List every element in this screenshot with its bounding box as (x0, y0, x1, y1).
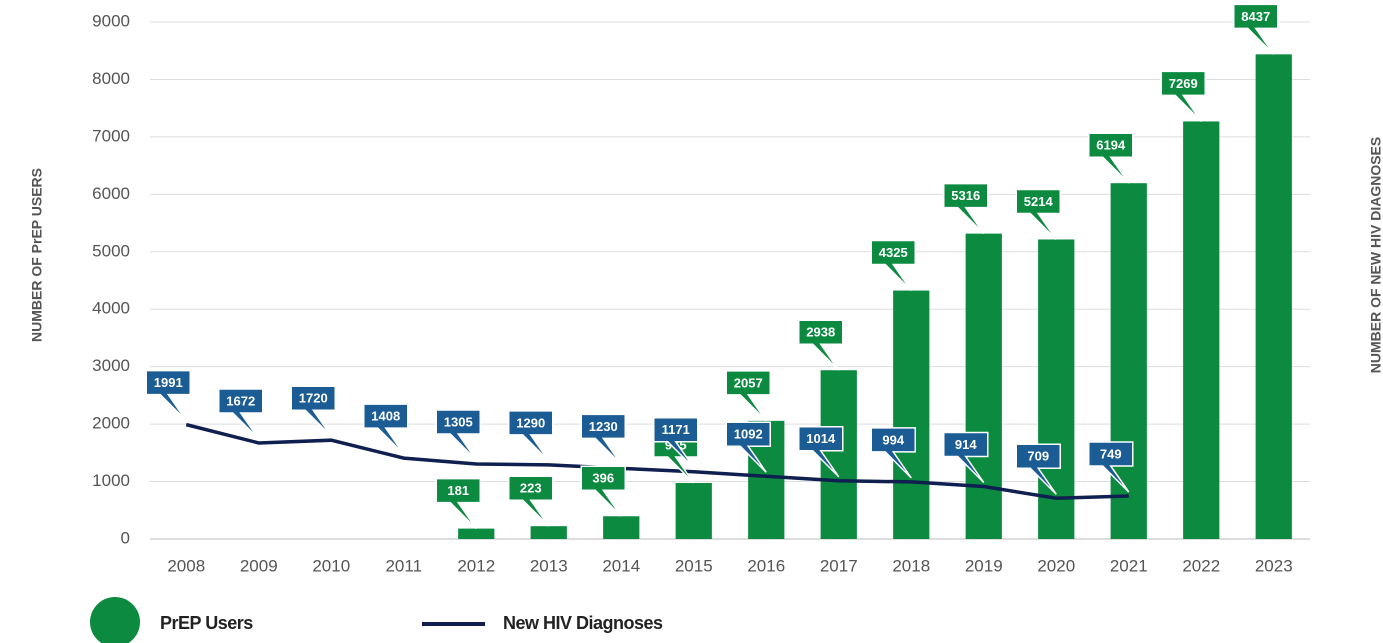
bar (1255, 54, 1292, 540)
legend: PrEP Users New HIV Diagnoses (90, 597, 664, 643)
y-tick-label: 7000 (92, 126, 130, 145)
bar (603, 516, 640, 539)
value-label: 181 (447, 483, 469, 498)
callout-box (363, 403, 409, 455)
bar (893, 290, 930, 539)
x-tick-label: 2018 (892, 556, 930, 575)
x-tick-label: 2022 (1182, 556, 1220, 575)
value-label: 709 (1027, 449, 1049, 464)
x-tick-label: 2015 (675, 556, 713, 575)
callout-box (508, 410, 554, 462)
x-tick-label: 2008 (167, 556, 205, 575)
value-label: 396 (592, 471, 614, 486)
y-tick-label: 4000 (92, 299, 130, 318)
y-tick-label: 8000 (92, 69, 130, 88)
y-axis-label: NUMBER OF PrEP USERS (29, 168, 45, 342)
y-tick-label: 2000 (92, 414, 130, 433)
value-label: 7269 (1169, 76, 1198, 91)
y2-axis-label: NUMBER OF NEW HIV DIAGNOSES (1368, 137, 1383, 373)
callout-box (580, 465, 626, 517)
value-label: 8437 (1241, 9, 1270, 24)
x-tick-label: 2016 (747, 556, 785, 575)
value-label: 223 (520, 481, 542, 496)
callout-box (943, 431, 989, 484)
value-label: 1171 (662, 422, 690, 437)
callout-box (943, 182, 989, 235)
labels: 1812233969752057293843255316521461947269… (145, 3, 1279, 530)
bar (965, 233, 1002, 539)
callout-box (290, 385, 336, 437)
legend-swatch (90, 597, 140, 643)
x-tick-label: 2010 (312, 556, 350, 575)
value-label: 1720 (299, 391, 328, 406)
value-label: 749 (1100, 446, 1122, 461)
x-tick-label: 2019 (965, 556, 1003, 575)
bar (530, 526, 567, 539)
value-label: 4325 (879, 245, 908, 260)
legend-label: New HIV Diagnoses (503, 613, 663, 633)
callout-box (1015, 443, 1061, 495)
callout-box (725, 370, 771, 422)
bar (1110, 183, 1147, 539)
x-tick-label: 2017 (820, 556, 858, 575)
bar (1038, 239, 1075, 539)
x-tick-label: 2014 (602, 556, 640, 575)
callout-box (508, 475, 554, 527)
bar (1183, 121, 1220, 539)
callout-box (653, 416, 699, 469)
value-label: 1672 (226, 393, 255, 408)
value-label: 2057 (734, 375, 763, 390)
callout-box (798, 319, 844, 371)
value-label: 914 (955, 437, 977, 452)
x-tick-label: 2013 (530, 556, 568, 575)
bar (820, 370, 857, 539)
callout-box (870, 427, 916, 479)
value-label: 2938 (806, 325, 835, 340)
callout-box (580, 413, 626, 465)
x-tick-label: 2011 (385, 556, 422, 575)
value-label: 1092 (734, 427, 763, 442)
lines (185, 422, 1129, 501)
bar (458, 528, 495, 539)
x-tick-label: 2012 (457, 556, 495, 575)
callout-box (798, 426, 844, 478)
callout-box (870, 239, 916, 292)
value-label: 1991 (154, 375, 183, 390)
callout-box (218, 388, 264, 440)
value-label: 1014 (806, 431, 836, 446)
legend-label: PrEP Users (160, 613, 253, 633)
y-tick-label: 1000 (92, 471, 130, 490)
callout-box (435, 409, 481, 461)
callout-box (1015, 188, 1061, 241)
value-label: 5214 (1024, 194, 1054, 209)
y-tick-label: 0 (121, 528, 130, 547)
callout-box (1233, 3, 1279, 55)
value-label: 1290 (516, 415, 545, 430)
x-tick-label: 2009 (240, 556, 278, 575)
callout-box (145, 369, 191, 422)
grid: 0 1000 2000 3000 4000 5000 6000 7000 8000 9000 200… (92, 11, 1310, 575)
y-tick-label: 9000 (92, 11, 130, 30)
callout-box (435, 477, 481, 530)
callout-box (725, 421, 771, 473)
line (185, 422, 1129, 501)
value-label: 6194 (1096, 138, 1126, 153)
callout-box (1160, 70, 1206, 122)
x-tick-label: 2021 (1110, 556, 1148, 575)
value-label: 1230 (589, 419, 618, 434)
value-label: 1305 (444, 414, 473, 429)
value-label: 5316 (951, 188, 980, 203)
y-tick-label: 5000 (92, 241, 130, 260)
x-tick-label: 2020 (1037, 556, 1075, 575)
y-tick-label: 3000 (92, 356, 130, 375)
bar (675, 482, 712, 539)
x-tick-label: 2023 (1255, 556, 1293, 575)
callout-box (1088, 132, 1134, 184)
y-tick-label: 6000 (92, 184, 130, 203)
value-label: 994 (882, 432, 904, 447)
callout-box (1088, 441, 1134, 493)
value-label: 1408 (371, 409, 400, 424)
